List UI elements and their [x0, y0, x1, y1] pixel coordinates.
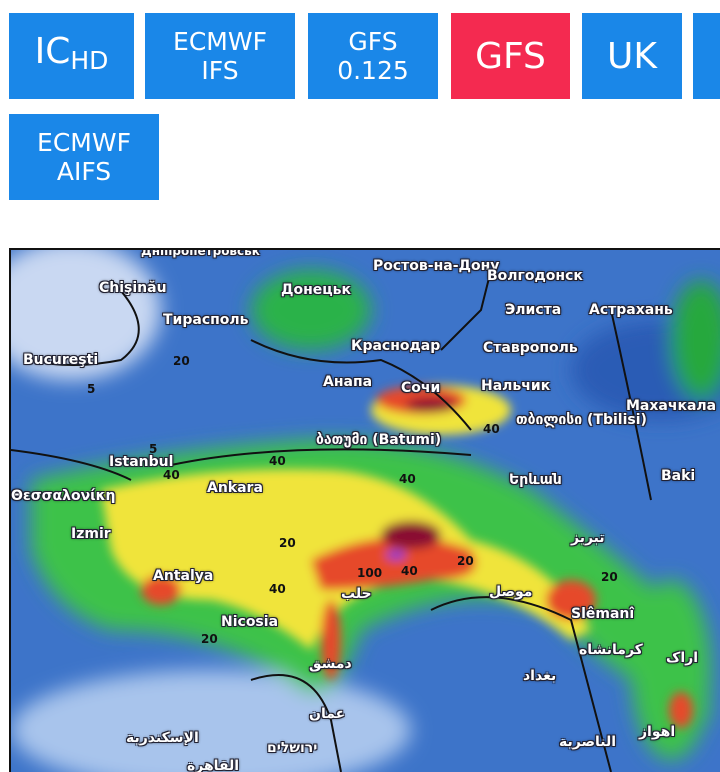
label: UK [607, 35, 657, 77]
precipitation-field [11, 250, 720, 772]
city-label: Краснодар [351, 338, 441, 354]
contour-label: 20 [279, 536, 296, 550]
contour-label: 20 [457, 554, 474, 568]
contour-label: 20 [173, 354, 190, 368]
city-label: Астрахань [589, 302, 673, 318]
label: AIFS [56, 157, 112, 186]
contour-label: 40 [401, 564, 418, 578]
contour-label: 40 [163, 468, 180, 482]
city-label: کرمانشاه [579, 642, 643, 658]
city-label: بغداد [523, 668, 557, 684]
contour-label: 5 [149, 442, 158, 456]
contour-label: 40 [269, 454, 286, 468]
city-label: Nicosia [221, 614, 279, 630]
precipitation-map[interactable]: Дніпропетровськ Ростов-на-Дону Chişinău … [9, 248, 720, 772]
city-label: اراک [666, 650, 698, 666]
city-label: دمشق [309, 656, 352, 672]
city-label: თბილისი (Tbilisi) [516, 412, 647, 428]
city-label: Тирасполь [163, 312, 249, 328]
label: ECMWF [37, 128, 131, 157]
city-label: موصل [489, 584, 533, 600]
model-button-more[interactable] [693, 13, 720, 99]
label: 0.125 [337, 56, 409, 85]
model-button-ecmwf-ifs[interactable]: ECMWF IFS [145, 13, 295, 99]
contour-label: 40 [399, 472, 416, 486]
label: GFS [475, 35, 546, 77]
city-label: تبریز [571, 530, 605, 546]
city-label: Երևան [509, 472, 562, 488]
borders [11, 269, 652, 772]
city-label: Махачкала [626, 398, 717, 414]
city-label: ירושלים [267, 740, 318, 756]
city-label: Элиста [505, 302, 562, 318]
label: IFS [201, 56, 239, 85]
city-label: Bucureşti [23, 352, 99, 368]
city-label: Сочи [401, 380, 441, 396]
model-button-gfs[interactable]: GFS [451, 13, 570, 99]
city-label: Ставрополь [483, 340, 578, 356]
model-button-gfs-0125[interactable]: GFS 0.125 [308, 13, 438, 99]
city-label: Θεσσαλονίκη [11, 488, 116, 504]
contour-label: 40 [269, 582, 286, 596]
city-label: Baki [661, 468, 696, 484]
contour-label: 5 [87, 382, 96, 396]
label: ICHD [34, 31, 109, 76]
city-label: Анапа [323, 374, 373, 390]
city-label: الإسكندرية [126, 730, 199, 746]
label: GFS [348, 27, 398, 56]
city-label: Дніпропетровськ [141, 248, 260, 258]
city-label: عمان [309, 706, 346, 722]
model-button-ichd[interactable]: ICHD [9, 13, 134, 99]
contour-label: 20 [601, 570, 618, 584]
city-label: القاهرة [187, 758, 240, 772]
city-label: Ростов-на-Дону [373, 258, 500, 274]
city-label: Нальчик [481, 378, 551, 394]
model-button-ecmwf-aifs[interactable]: ECMWF AIFS [9, 114, 159, 200]
model-button-uk[interactable]: UK [582, 13, 682, 99]
label: ECMWF [173, 27, 267, 56]
city-label: Istanbul [109, 454, 174, 470]
city-label: الناصرية [559, 734, 617, 750]
contour-label: 100 [357, 566, 383, 580]
city-label: Antalya [153, 568, 214, 584]
city-label: Ankara [207, 480, 263, 496]
city-label: ბათუმი (Batumi) [316, 432, 442, 448]
city-label: Донецьк [281, 282, 351, 298]
city-label: Slêmanî [571, 606, 635, 622]
city-label: اهواز [639, 724, 676, 740]
contour-label: 40 [483, 422, 500, 436]
city-label: Chişinău [99, 280, 167, 296]
city-label: Волгодонск [487, 268, 583, 284]
city-label: Izmir [71, 526, 111, 542]
city-label: حلب [341, 586, 372, 602]
contour-label: 20 [201, 632, 218, 646]
